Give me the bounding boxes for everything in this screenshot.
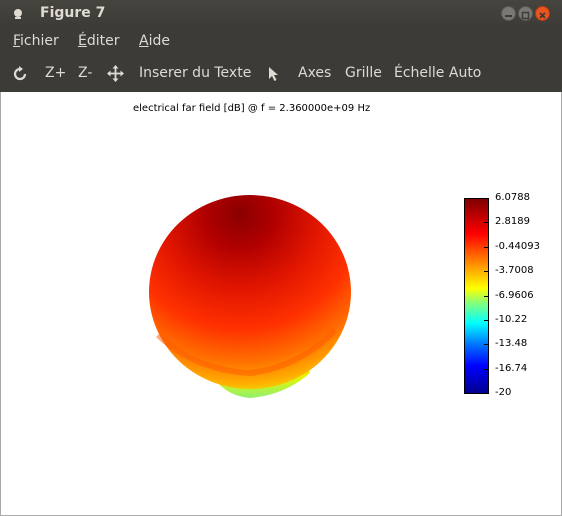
colorbar-tick <box>484 271 489 273</box>
insert-text-button[interactable]: Inserer du Texte <box>139 65 252 81</box>
colorbar-tick-label: 6.0788 <box>495 192 530 203</box>
minimize-button[interactable] <box>501 6 516 21</box>
zoom-in-button[interactable]: Z+ <box>45 65 67 81</box>
colorbar-tick <box>484 295 489 297</box>
grid-button[interactable]: Grille <box>345 65 382 81</box>
menu-editer[interactable]: Éditer <box>78 33 120 49</box>
colorbar-tick-label: -13.48 <box>495 338 528 350</box>
colorbar-tick <box>484 246 489 248</box>
colorbar-tick-label: -10.22 <box>495 313 528 325</box>
maximize-button[interactable] <box>518 6 533 21</box>
colorbar-tick <box>484 344 489 346</box>
colorbar-tick-label: -0.44093 <box>495 240 540 252</box>
far-field-sphere[interactable] <box>140 195 360 410</box>
auto-scale-button[interactable]: Échelle Auto <box>394 65 482 81</box>
colorbar-tick-label: -20 <box>495 387 512 398</box>
colorbar-tick <box>484 198 489 199</box>
toolbar: Z+ Z- Inserer du Texte Axes Grille Échel… <box>0 56 562 92</box>
menu-fichier[interactable]: Fichier <box>13 33 59 49</box>
maximize-icon <box>521 11 530 20</box>
colorbar-tick <box>484 319 489 321</box>
app-icon <box>14 9 22 19</box>
minimize-icon <box>505 15 512 17</box>
title-bar: Figure 7 <box>0 0 562 28</box>
menu-bar: Fichier Éditer Aide <box>0 28 562 56</box>
colorbar-tick-label: 2.8189 <box>495 216 530 228</box>
colorbar-tick <box>484 222 489 224</box>
pan-icon[interactable] <box>107 65 124 82</box>
colorbar-tick <box>484 393 489 394</box>
close-button[interactable] <box>535 6 550 21</box>
colorbar-tick-label: -16.74 <box>495 362 528 374</box>
rotate-icon[interactable] <box>12 66 28 82</box>
menu-aide[interactable]: Aide <box>139 33 170 49</box>
zoom-out-button[interactable]: Z- <box>78 65 93 81</box>
left-border <box>0 92 1 516</box>
close-icon <box>539 12 546 19</box>
plot-title: electrical far field [dB] @ f = 2.360000… <box>133 103 371 114</box>
colorbar-tick-label: -3.7008 <box>495 265 534 277</box>
colorbar-tick <box>484 368 489 370</box>
cursor-icon[interactable] <box>268 66 280 82</box>
window-title: Figure 7 <box>40 5 106 21</box>
colorbar-tick-label: -6.9606 <box>495 289 534 301</box>
axes-button[interactable]: Axes <box>298 65 332 81</box>
